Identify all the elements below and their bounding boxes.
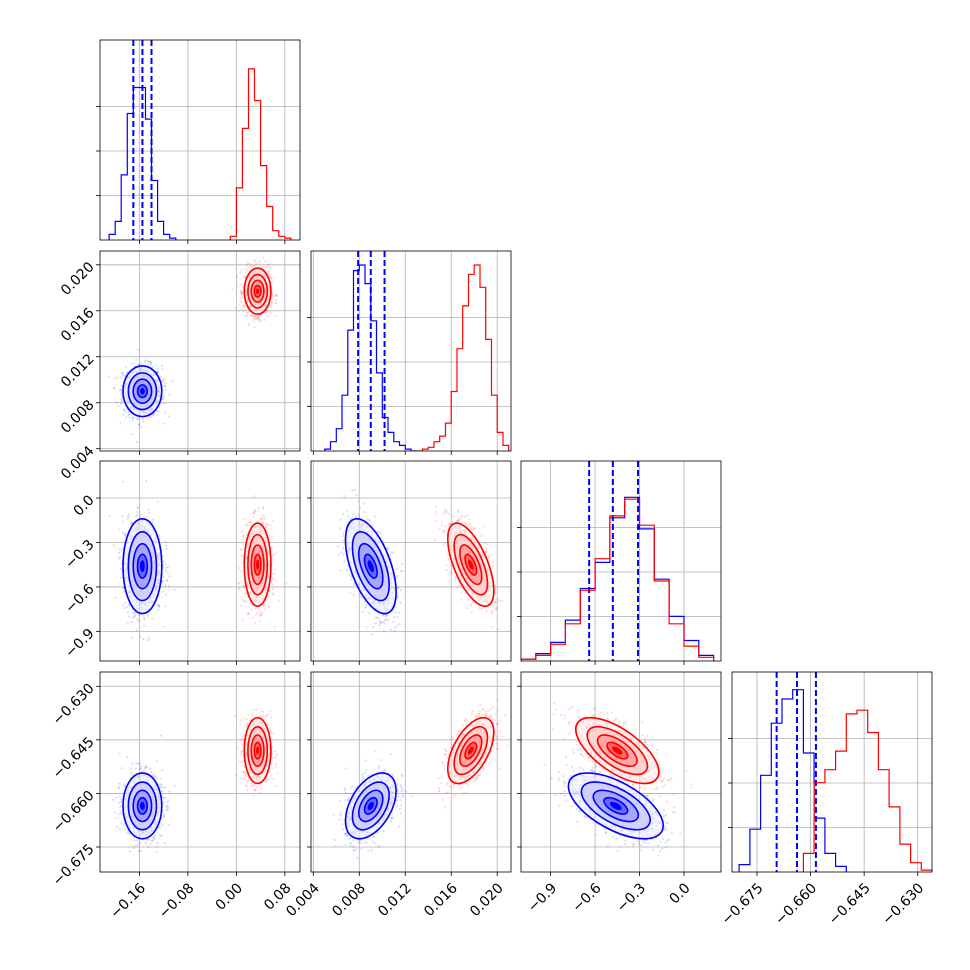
scatter-panel-3-0 [96,671,301,876]
x-tick-label-3-1: −0.660 [772,880,820,928]
hist-line-0-3 [738,689,847,872]
x-tick-label-3-0: −0.675 [719,880,767,928]
y-tick-label-2-1: −0.6 [62,581,97,616]
y-tick-label-3-3: −0.630 [50,681,98,729]
scatter-panel-2-1 [307,460,512,665]
hist-panel-2 [517,460,722,665]
contours-1 [575,716,660,785]
y-tick-label-1-4: 0.020 [58,259,98,299]
contours-0 [567,772,665,840]
x-tick-label-2-0: −0.9 [525,880,560,915]
hist-panel-1 [307,250,512,455]
contours-1 [447,522,495,607]
scatter-panel-1-0 [96,250,301,455]
x-tick-label-1-4: 0.020 [467,880,507,920]
contours-1 [243,522,272,607]
y-tick-label-2-0: −0.9 [62,626,97,661]
x-tick-label-3-3: −0.630 [879,880,927,928]
x-tick-label-2-3: 0.0 [667,880,694,907]
x-tick-label-0-2: 0.00 [213,880,246,913]
hist-line-0-0 [108,86,177,240]
scatter-panel-3-1 [307,671,512,876]
contours-1 [243,267,272,315]
hist-line-1-1 [416,264,510,451]
hist-line-1-0 [229,68,292,240]
y-tick-label-3-0: −0.675 [50,841,98,889]
y-tick-label-3-2: −0.645 [50,734,98,782]
x-tick-label-2-1: −0.6 [569,880,604,915]
y-tick-label-2-3: 0.0 [71,492,98,519]
y-tick-label-1-0: 0.004 [58,443,98,483]
y-tick-label-1-2: 0.012 [58,351,98,391]
hist-panel-3 [728,671,933,876]
hist-panel-0 [96,39,301,244]
y-tick-label-3-1: −0.660 [50,788,98,836]
x-tick-label-1-0: 0.004 [283,880,323,920]
y-tick-label-1-1: 0.008 [58,397,98,437]
hist-line-1-2 [521,498,715,661]
y-tick-label-1-3: 0.016 [58,305,98,345]
hist-line-0-2 [521,496,715,661]
y-tick-label-2-2: −0.3 [62,537,97,572]
hist-line-1-3 [802,709,932,872]
scatter-panel-3-2 [517,671,722,876]
x-tick-label-1-1: 0.008 [329,880,369,920]
contours-1 [447,716,495,785]
contours-1 [243,716,272,785]
contours-0 [344,772,397,840]
x-tick-label-1-3: 0.016 [421,880,461,920]
x-tick-label-2-2: −0.3 [614,880,649,915]
contours-0 [344,517,397,615]
x-tick-label-1-2: 0.012 [375,880,415,920]
contours-0 [122,365,163,418]
x-tick-label-3-2: −0.645 [826,880,874,928]
scatter-panel-2-0 [96,460,301,665]
contours-0 [122,772,163,840]
x-tick-label-0-0: −0.16 [107,880,149,922]
contours-0 [122,517,163,615]
x-tick-label-0-1: −0.08 [156,880,198,922]
